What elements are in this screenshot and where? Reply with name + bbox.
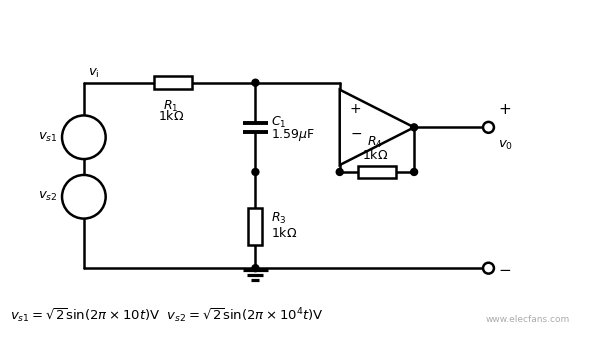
Bar: [248, 208, 263, 245]
Circle shape: [252, 265, 259, 272]
Circle shape: [411, 124, 417, 131]
Text: $-$: $-$: [69, 202, 83, 217]
Text: 1k$\Omega$: 1k$\Omega$: [158, 110, 184, 123]
Text: $v_{s2}$: $v_{s2}$: [39, 190, 58, 203]
Text: $v_{s1}=\sqrt{2}\sin(2\pi\times10t)\mathrm{V}$  $v_{s2}=\sqrt{2}\sin(2\pi\times1: $v_{s1}=\sqrt{2}\sin(2\pi\times10t)\math…: [10, 307, 324, 325]
Text: $v_{s1}$: $v_{s1}$: [39, 131, 58, 144]
Circle shape: [62, 175, 106, 219]
Circle shape: [252, 168, 259, 176]
Circle shape: [336, 168, 343, 176]
Bar: [358, 165, 396, 178]
Text: 1k$\Omega$: 1k$\Omega$: [271, 226, 297, 241]
Circle shape: [62, 116, 106, 159]
Text: +: +: [70, 117, 82, 132]
Text: $C_1$: $C_1$: [271, 115, 287, 130]
Text: $-$: $-$: [349, 126, 362, 140]
Circle shape: [252, 79, 259, 86]
Text: $-$: $-$: [69, 143, 83, 158]
Circle shape: [483, 122, 494, 133]
Text: 1.59$\mu$F: 1.59$\mu$F: [271, 127, 315, 143]
Circle shape: [411, 168, 417, 176]
Text: $R_3$: $R_3$: [271, 211, 287, 226]
Text: $v_0$: $v_0$: [498, 139, 513, 152]
Text: +: +: [498, 102, 511, 117]
Text: +: +: [349, 102, 361, 116]
Text: $v_{\rm i}$: $v_{\rm i}$: [88, 67, 99, 80]
Text: $R_1$: $R_1$: [163, 99, 179, 114]
Polygon shape: [340, 90, 414, 165]
Circle shape: [483, 263, 494, 274]
Text: 1k$\Omega$: 1k$\Omega$: [362, 148, 388, 162]
Text: $-$: $-$: [498, 261, 512, 276]
Text: +: +: [70, 176, 82, 191]
Bar: [154, 76, 192, 89]
Text: www.elecfans.com: www.elecfans.com: [486, 315, 570, 324]
Text: $R_4$: $R_4$: [367, 135, 382, 150]
